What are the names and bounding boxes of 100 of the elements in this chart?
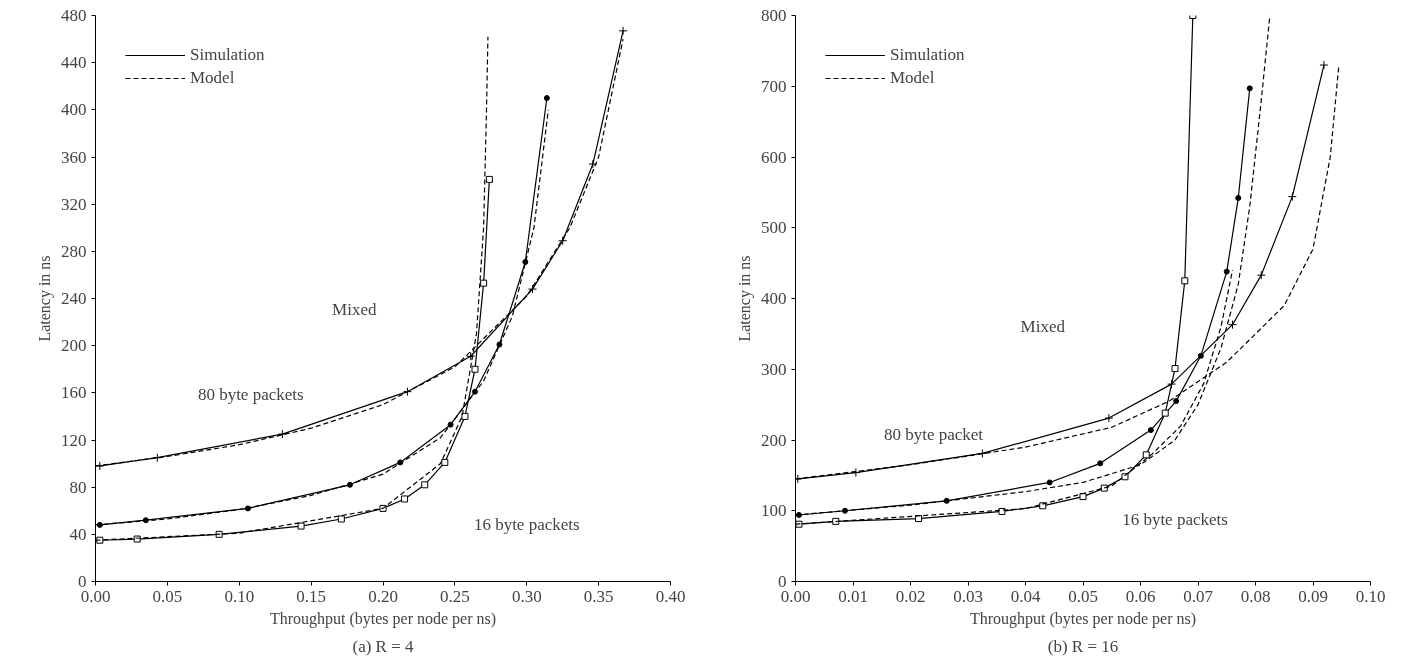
point xyxy=(528,284,537,294)
annotation: 16 byte packets xyxy=(473,515,580,535)
x-tick-label: 0.01 xyxy=(838,586,868,606)
point xyxy=(1235,195,1242,202)
x-axis-title: Throughput (bytes per node per ns) xyxy=(969,609,1197,628)
point xyxy=(1171,365,1179,373)
point xyxy=(485,175,493,183)
y-tick-label: 360 xyxy=(61,147,87,167)
annotation: Mixed xyxy=(332,300,377,320)
y-tick-label: 440 xyxy=(61,53,87,73)
point xyxy=(1147,427,1154,434)
point xyxy=(244,505,251,512)
y-tick-label: 500 xyxy=(761,218,787,238)
y-tick-label: 120 xyxy=(61,430,87,450)
y-tick-label: 160 xyxy=(61,383,87,403)
legend-label: Simulation xyxy=(890,45,965,65)
legend-label: Simulation xyxy=(190,45,265,65)
point xyxy=(96,521,103,528)
y-tick-label: 400 xyxy=(61,100,87,120)
point xyxy=(1228,320,1237,330)
annotation: 80 byte packet xyxy=(883,424,984,444)
point xyxy=(1256,270,1266,280)
x-tick-label: 0.15 xyxy=(296,586,326,606)
point xyxy=(795,474,803,484)
y-tick-label: 600 xyxy=(761,147,787,167)
y-tick-label: 200 xyxy=(61,336,87,356)
point xyxy=(588,159,598,169)
x-tick-label: 0.05 xyxy=(152,586,183,606)
y-tick-label: 80 xyxy=(69,477,87,497)
point xyxy=(1079,493,1087,501)
y-axis-title: Latency in ns xyxy=(36,255,54,342)
point xyxy=(795,512,802,518)
x-tick-label: 0.10 xyxy=(1355,586,1386,606)
point xyxy=(1173,398,1180,405)
point xyxy=(95,461,105,471)
y-tick-label: 800 xyxy=(761,6,787,25)
point xyxy=(496,341,503,348)
point xyxy=(1142,451,1150,459)
x-tick-label: 0.02 xyxy=(895,586,926,606)
annotation: 80 byte packets xyxy=(197,385,304,405)
point xyxy=(1161,409,1169,417)
x-tick-label: 0.04 xyxy=(1010,586,1041,606)
annotation: 16 byte packets xyxy=(1122,509,1228,529)
point xyxy=(1167,379,1177,389)
point xyxy=(1197,352,1204,359)
point xyxy=(471,365,479,373)
point xyxy=(337,515,345,523)
point xyxy=(1246,85,1253,92)
y-tick-label: 240 xyxy=(61,289,87,308)
x-tick-label: 0.03 xyxy=(953,586,983,606)
y-tick-label: 400 xyxy=(761,289,787,308)
point xyxy=(851,468,861,478)
point xyxy=(421,481,429,489)
y-tick-label: 280 xyxy=(61,241,87,261)
annotation: Mixed xyxy=(1020,317,1066,337)
point xyxy=(943,497,950,504)
point xyxy=(543,95,550,102)
point xyxy=(1181,277,1189,285)
point xyxy=(142,517,149,524)
text: (b) R = 16 xyxy=(1047,636,1119,656)
point xyxy=(346,481,353,488)
y-tick-label: 200 xyxy=(761,430,787,450)
point xyxy=(472,388,478,395)
x-tick-label: 0.06 xyxy=(1125,586,1156,606)
x-tick-label: 0.09 xyxy=(1298,586,1328,606)
point xyxy=(277,429,287,439)
y-tick-label: 320 xyxy=(61,194,87,214)
text: (a) R = 4 xyxy=(352,636,415,656)
y-tick-label: 100 xyxy=(761,501,787,521)
point xyxy=(441,458,449,466)
x-tick-label: 0.30 xyxy=(511,586,542,606)
legend-label: Model xyxy=(190,68,235,88)
point xyxy=(480,279,488,287)
y-tick-label: 480 xyxy=(61,6,87,25)
point xyxy=(1287,192,1297,202)
point xyxy=(447,421,454,428)
y-tick-label: 700 xyxy=(761,76,787,96)
point xyxy=(297,522,305,530)
point xyxy=(461,412,469,420)
point xyxy=(1104,413,1114,423)
point xyxy=(397,459,404,466)
x-tick-label: 0.25 xyxy=(440,586,470,606)
x-tick-label: 0.35 xyxy=(583,586,614,606)
x-tick-label: 0.07 xyxy=(1183,586,1214,606)
point xyxy=(1097,460,1104,467)
point xyxy=(618,26,628,36)
legend-label: Model xyxy=(890,68,935,88)
y-axis-title: Latency in ns xyxy=(736,255,754,342)
x-tick-label: 0.10 xyxy=(224,586,255,606)
x-tick-label: 0.05 xyxy=(1068,586,1098,606)
point xyxy=(1046,479,1053,486)
point xyxy=(1319,60,1329,70)
point xyxy=(401,495,409,503)
point xyxy=(1223,268,1230,275)
x-axis-title: Throughput (bytes per node per ns) xyxy=(269,609,497,628)
point xyxy=(522,258,529,265)
x-tick-label: 0.40 xyxy=(655,586,686,606)
y-tick-label: 40 xyxy=(69,524,87,544)
y-tick-label: 300 xyxy=(761,359,787,379)
x-tick-label: 0.08 xyxy=(1240,586,1271,606)
